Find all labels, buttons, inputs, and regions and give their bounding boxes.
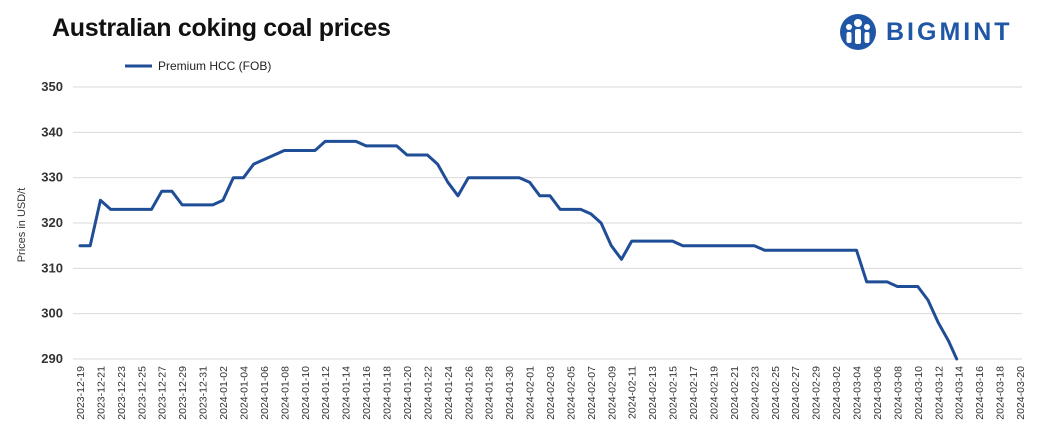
series-line-premium-hcc	[78, 139, 959, 361]
x-tick-label: 2024-02-07	[586, 366, 598, 420]
grid-lines	[73, 86, 1022, 360]
x-tick-label: 2024-02-15	[668, 366, 680, 420]
y-axis-label: Prices in USD/t	[16, 188, 28, 263]
y-tick-label: 300	[41, 306, 63, 321]
x-tick-label: 2024-01-28	[484, 366, 496, 420]
y-tick-label: 320	[41, 215, 63, 230]
x-tick-label: 2024-01-02	[218, 366, 230, 420]
x-tick-label: 2023-12-31	[198, 366, 210, 420]
x-tick-label: 2024-01-14	[341, 366, 353, 420]
x-tick-label: 2024-02-11	[627, 366, 639, 419]
x-tick-label: 2024-03-04	[852, 366, 864, 420]
x-tick-label: 2024-03-12	[933, 366, 945, 420]
x-tick-label: 2024-01-10	[300, 366, 312, 420]
x-tick-label: 2024-01-20	[402, 366, 414, 420]
x-tick-label: 2023-12-21	[95, 366, 107, 420]
y-axis-ticks: 290 300 310 320 330 340 350	[41, 79, 63, 366]
x-tick-label: 2024-02-29	[811, 366, 823, 420]
x-tick-label: 2023-12-25	[136, 366, 148, 420]
x-tick-label: 2024-01-16	[361, 366, 373, 420]
x-tick-label: 2024-03-08	[892, 366, 904, 420]
x-tick-label: 2024-02-27	[790, 366, 802, 420]
x-tick-label: 2024-01-30	[504, 366, 516, 420]
x-tick-label: 2024-02-05	[565, 366, 577, 420]
x-tick-label: 2024-02-03	[545, 366, 557, 420]
x-tick-label: 2024-01-24	[443, 366, 455, 420]
x-tick-label: 2024-01-04	[238, 366, 250, 420]
brand-name: BIGMINT	[886, 17, 1013, 46]
x-axis-ticks: 2023-12-19 2023-12-21 2023-12-23 2023-12-25…	[75, 366, 1027, 420]
y-tick-label: 310	[41, 260, 63, 275]
x-tick-label: 2023-12-19	[75, 366, 87, 420]
y-tick-label: 330	[41, 170, 63, 185]
x-tick-label: 2024-01-06	[259, 366, 271, 420]
brand-logo: BIGMINT	[838, 12, 1013, 52]
x-tick-label: 2024-02-21	[729, 366, 741, 420]
x-tick-label: 2024-03-10	[913, 366, 925, 420]
x-tick-label: 2024-01-08	[279, 366, 291, 420]
x-tick-label: 2024-02-17	[688, 366, 700, 420]
legend-label: Premium HCC (FOB)	[158, 59, 271, 73]
x-tick-label: 2024-02-19	[708, 366, 720, 420]
bigmint-emblem-icon	[840, 14, 876, 50]
y-tick-label: 290	[41, 351, 63, 366]
x-tick-label: 2024-01-18	[382, 366, 394, 420]
x-tick-label: 2023-12-27	[157, 366, 169, 420]
x-tick-label: 2024-02-09	[606, 366, 618, 420]
x-tick-label: 2024-03-18	[995, 366, 1007, 420]
x-tick-label: 2024-03-02	[831, 366, 843, 420]
x-tick-label: 2024-02-01	[525, 366, 537, 420]
x-tick-label: 2024-02-13	[647, 366, 659, 420]
x-tick-label: 2023-12-23	[116, 366, 128, 420]
x-tick-label: 2024-03-20	[1015, 366, 1027, 420]
x-tick-label: 2024-01-26	[463, 366, 475, 420]
x-tick-label: 2024-03-06	[872, 366, 884, 420]
x-tick-label: 2023-12-29	[177, 366, 189, 420]
x-tick-label: 2024-03-16	[974, 366, 986, 420]
legend: Premium HCC (FOB)	[125, 59, 271, 73]
x-tick-label: 2024-02-23	[749, 366, 761, 420]
chart-title: Australian coking coal prices	[52, 14, 391, 42]
x-tick-label: 2024-01-22	[422, 366, 434, 420]
series-layer	[78, 139, 959, 361]
y-tick-label: 340	[41, 124, 63, 139]
x-tick-label: 2024-01-12	[320, 366, 332, 420]
x-tick-label: 2024-02-25	[770, 366, 782, 420]
x-tick-label: 2024-03-14	[954, 366, 966, 420]
y-tick-label: 350	[41, 79, 63, 94]
